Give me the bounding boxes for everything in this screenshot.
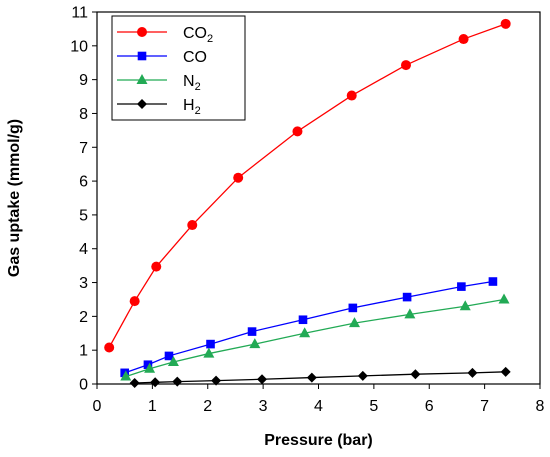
series-line-co	[124, 280, 494, 374]
data-point-h2	[150, 377, 161, 388]
series-h2	[129, 366, 511, 388]
data-point-h2	[211, 375, 222, 386]
data-point-co2	[400, 60, 411, 71]
data-point-n2	[404, 308, 416, 319]
legend-box	[111, 15, 246, 121]
data-point-n2	[348, 317, 360, 328]
data-point-co2	[292, 126, 303, 137]
series-line-h2	[134, 371, 506, 384]
data-point-h2	[467, 367, 478, 378]
legend-label-n2: N2	[183, 73, 201, 93]
y-axis-title: Gas uptake (mmol/g)	[6, 119, 23, 277]
series-layer	[104, 18, 511, 388]
x-tick-label: 2	[203, 398, 212, 415]
data-point-co2	[104, 342, 115, 353]
data-point-n2	[167, 356, 179, 367]
data-point-co	[206, 339, 215, 349]
legend-label-co2: CO2	[183, 25, 213, 45]
legend-marker-co2	[137, 27, 147, 37]
legend-label-h2: H2	[183, 97, 201, 117]
data-point-co2	[233, 172, 244, 183]
data-point-co	[247, 327, 257, 336]
x-tick-label: 3	[259, 398, 268, 415]
data-point-co	[164, 351, 174, 361]
y-tick-label: 6	[79, 174, 88, 191]
data-point-h2	[410, 369, 421, 380]
x-tick-label: 7	[480, 398, 489, 415]
series-co	[120, 277, 498, 378]
data-point-n2	[144, 362, 156, 373]
data-point-co2	[187, 220, 198, 231]
y-tick-label: 10	[70, 38, 88, 55]
y-tick-label: 11	[71, 5, 88, 22]
data-point-h2	[129, 377, 140, 388]
data-point-n2	[120, 370, 132, 381]
legend-marker-h2	[137, 99, 147, 109]
data-point-n2	[249, 338, 261, 349]
x-tick-label: 6	[425, 398, 434, 415]
y-tick-label: 8	[79, 106, 88, 123]
series-line-n2	[125, 298, 505, 378]
y-axis-ticks: 0 1 2 3 4 5 6 7 8 9 10 11	[70, 5, 97, 394]
data-point-h2	[500, 366, 511, 377]
data-point-n2	[203, 347, 215, 358]
data-point-h2	[306, 372, 317, 383]
data-point-co	[298, 315, 308, 325]
y-tick-label: 7	[79, 140, 88, 157]
x-tick-label: 5	[369, 398, 378, 415]
data-point-h2	[172, 376, 183, 387]
data-point-co	[488, 277, 498, 286]
x-axis-title: Pressure (bar)	[264, 432, 373, 449]
data-point-co2	[151, 261, 162, 272]
legend-marker-co	[137, 51, 147, 61]
series-co2	[104, 18, 511, 353]
data-point-co	[457, 282, 466, 291]
data-point-h2	[257, 374, 268, 385]
data-point-co	[143, 360, 153, 370]
x-tick-label: 0	[93, 398, 102, 415]
x-axis-ticks: 0 1 2 3 4 5 6 7 8	[93, 384, 545, 415]
x-tick-label: 8	[536, 398, 545, 415]
data-point-co2	[458, 34, 469, 45]
series-n2	[120, 293, 510, 381]
data-point-n2	[299, 327, 311, 338]
y-tick-label: 9	[79, 72, 88, 89]
legend-label-co: CO	[183, 49, 207, 66]
legend: CO2 CO N2 H2	[111, 15, 246, 121]
data-point-co	[348, 303, 358, 313]
y-tick-label: 1	[79, 343, 88, 360]
y-tick-label: 0	[79, 377, 88, 394]
y-tick-label: 5	[79, 207, 88, 224]
x-tick-label: 4	[314, 398, 323, 415]
data-point-co2	[129, 296, 140, 307]
y-tick-label: 3	[79, 275, 88, 292]
legend-marker-n2	[136, 74, 148, 84]
data-point-n2	[498, 293, 510, 304]
x-tick-label: 1	[148, 398, 157, 415]
data-point-co2	[346, 90, 357, 101]
series-line-co2	[108, 23, 506, 348]
data-point-n2	[459, 300, 471, 311]
y-tick-label: 4	[79, 241, 88, 258]
y-tick-label: 2	[79, 309, 88, 326]
data-point-co2	[500, 18, 511, 29]
data-point-co	[402, 292, 412, 302]
data-point-h2	[357, 370, 368, 381]
